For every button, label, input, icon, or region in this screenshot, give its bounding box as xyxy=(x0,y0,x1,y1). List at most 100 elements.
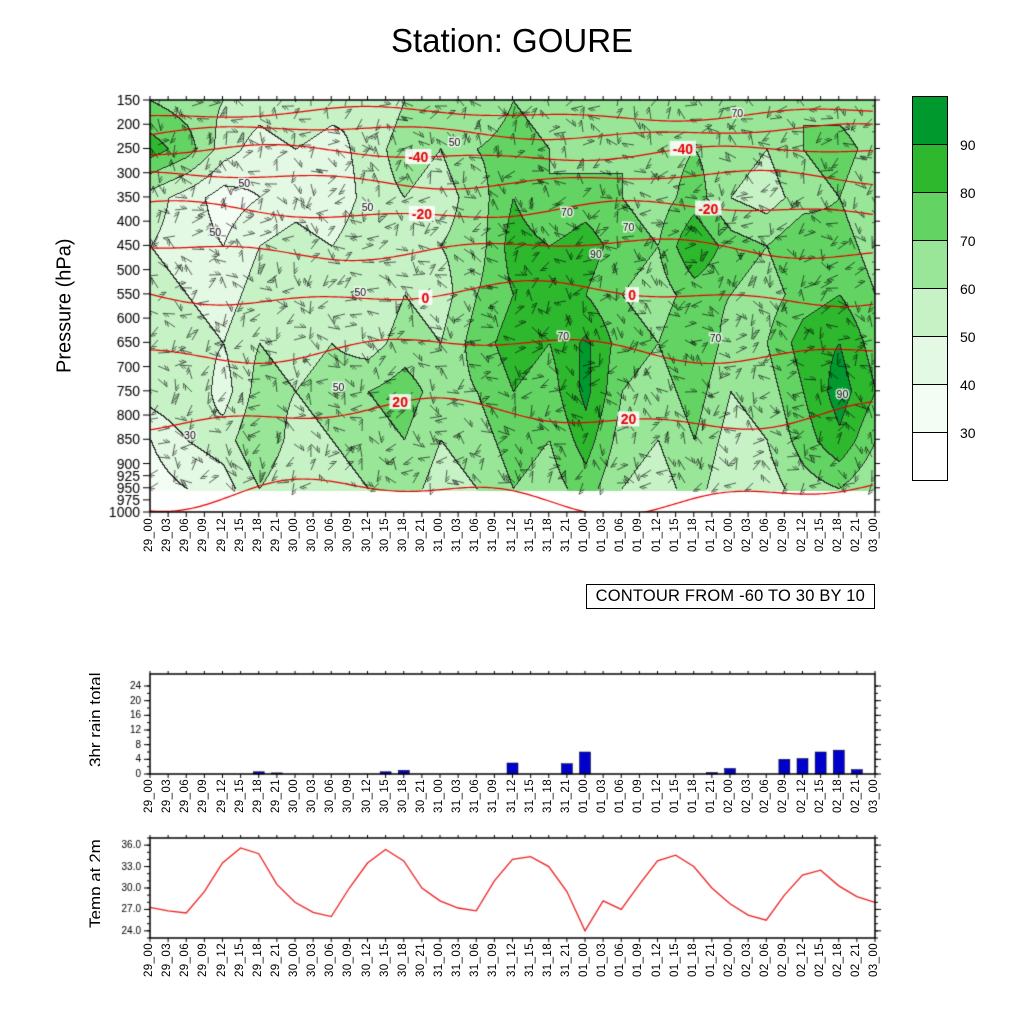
time-tick-label: 02_18 xyxy=(831,779,844,813)
time-tick-label: 31_15 xyxy=(523,518,536,552)
time-tick-label: 29_00 xyxy=(143,518,155,552)
colorbar-swatch xyxy=(912,384,948,433)
colorbar-swatch xyxy=(912,192,948,241)
time-tick-label: 30_18 xyxy=(396,518,409,552)
colorbar-label: 90 xyxy=(960,137,976,153)
time-tick-label: 29_21 xyxy=(269,943,282,977)
time-tick-label: 30_06 xyxy=(324,779,337,813)
time-tick-label: 31_18 xyxy=(541,779,554,813)
time-tick-label: 29_06 xyxy=(179,779,192,813)
rain-bar-chart xyxy=(100,666,900,786)
time-tick-label: 29_09 xyxy=(197,943,210,977)
time-tick-label: 30_09 xyxy=(342,779,355,813)
time-tick-label: 30_15 xyxy=(378,943,391,977)
time-tick-label: 29_03 xyxy=(161,518,174,552)
time-tick-label: 29_00 xyxy=(143,943,155,977)
time-tick-label: 31_15 xyxy=(523,779,536,813)
time-tick-label: 02_12 xyxy=(795,943,808,977)
time-tick-label: 01_06 xyxy=(614,779,627,813)
time-tick-label: 31_21 xyxy=(559,943,572,977)
colorbar-swatch xyxy=(912,240,948,289)
colorbar-swatch xyxy=(912,288,948,337)
time-tick-label: 30_03 xyxy=(306,518,319,552)
time-tick-label: 30_21 xyxy=(414,943,427,977)
time-tick-label: 29_03 xyxy=(161,943,174,977)
time-tick-label: 29_15 xyxy=(233,518,246,552)
colorbar-label: 80 xyxy=(960,185,976,201)
time-tick-label: 02_18 xyxy=(831,518,844,552)
time-tick-label: 30_06 xyxy=(324,518,337,552)
time-tick-label: 01_12 xyxy=(650,518,663,552)
colorbar-label: 60 xyxy=(960,281,976,297)
time-tick-label: 01_06 xyxy=(614,943,627,977)
temperature-line-chart xyxy=(100,830,900,950)
time-tick-label: 30_15 xyxy=(378,518,391,552)
time-tick-label: 01_00 xyxy=(578,779,590,813)
time-tick-label: 30_15 xyxy=(378,779,391,813)
colorbar-swatch xyxy=(912,336,948,385)
time-tick-label: 29_12 xyxy=(215,943,228,977)
time-tick-label: 01_06 xyxy=(614,518,627,552)
time-tick-label: 31_09 xyxy=(487,518,500,552)
time-tick-label: 30_18 xyxy=(396,779,409,813)
time-tick-label: 31_06 xyxy=(469,518,482,552)
time-tick-label: 29_12 xyxy=(215,518,228,552)
page-title: Station: GOURE xyxy=(390,22,634,59)
time-tick-label: 31_15 xyxy=(523,943,536,977)
time-tick-label: 02_06 xyxy=(759,943,772,977)
time-tick-label: 01_21 xyxy=(704,779,717,813)
time-tick-label: 02_15 xyxy=(813,943,826,977)
time-tick-label: 30_12 xyxy=(360,943,373,977)
time-tick-label: 29_00 xyxy=(143,779,155,813)
time-tick-label: 31_09 xyxy=(487,943,500,977)
time-tick-label: 30_00 xyxy=(288,943,300,977)
time-tick-label: 31_00 xyxy=(433,779,445,813)
time-tick-label: 02_06 xyxy=(759,518,772,552)
time-tick-label: 02_06 xyxy=(759,779,772,813)
time-tick-label: 01_00 xyxy=(578,518,590,552)
time-tick-label: 01_18 xyxy=(686,943,699,977)
time-tick-label: 30_06 xyxy=(324,943,337,977)
time-tick-label: 02_03 xyxy=(741,779,754,813)
colorbar-swatch xyxy=(912,144,948,193)
time-tick-label: 31_12 xyxy=(505,943,518,977)
time-tick-label: 31_06 xyxy=(469,943,482,977)
time-tick-label: 02_21 xyxy=(849,518,862,552)
time-tick-label: 30_00 xyxy=(288,779,300,813)
time-tick-label: 02_21 xyxy=(849,943,862,977)
time-tick-label: 30_12 xyxy=(360,779,373,813)
time-tick-label: 29_06 xyxy=(179,518,192,552)
time-tick-label: 31_21 xyxy=(559,779,572,813)
colorbar-swatch xyxy=(912,96,948,145)
time-tick-label: 31_12 xyxy=(505,779,518,813)
time-tick-label: 30_09 xyxy=(342,943,355,977)
colorbar-label: 70 xyxy=(960,233,976,249)
time-tick-label: 29_03 xyxy=(161,779,174,813)
time-tick-label: 30_21 xyxy=(414,518,427,552)
time-tick-label: 30_03 xyxy=(306,943,319,977)
time-tick-label: 30_03 xyxy=(306,779,319,813)
time-tick-label: 01_03 xyxy=(596,943,609,977)
time-tick-label: 02_09 xyxy=(777,518,790,552)
time-tick-label: 31_03 xyxy=(451,943,464,977)
time-tick-label: 01_21 xyxy=(704,943,717,977)
time-tick-label: 31_06 xyxy=(469,779,482,813)
time-tick-label: 02_00 xyxy=(723,779,735,813)
time-tick-label: 02_15 xyxy=(813,779,826,813)
time-tick-label: 31_18 xyxy=(541,518,554,552)
time-tick-label: 02_09 xyxy=(777,943,790,977)
time-tick-label: 01_03 xyxy=(596,518,609,552)
time-tick-label: 30_21 xyxy=(414,779,427,813)
time-tick-label: 31_09 xyxy=(487,779,500,813)
time-tick-label: 03_00 xyxy=(868,943,880,977)
humidity-colorbar: 90 80 70 60 50 40 30 xyxy=(912,96,976,481)
time-tick-label: 29_21 xyxy=(269,518,282,552)
time-tick-label: 01_12 xyxy=(650,779,663,813)
time-tick-label: 31_03 xyxy=(451,518,464,552)
time-tick-label: 03_00 xyxy=(868,779,880,813)
time-tick-label: 31_12 xyxy=(505,518,518,552)
time-tick-label: 02_12 xyxy=(795,779,808,813)
time-tick-label: 01_09 xyxy=(632,943,645,977)
time-tick-label: 01_03 xyxy=(596,779,609,813)
time-tick-label: 01_09 xyxy=(632,779,645,813)
